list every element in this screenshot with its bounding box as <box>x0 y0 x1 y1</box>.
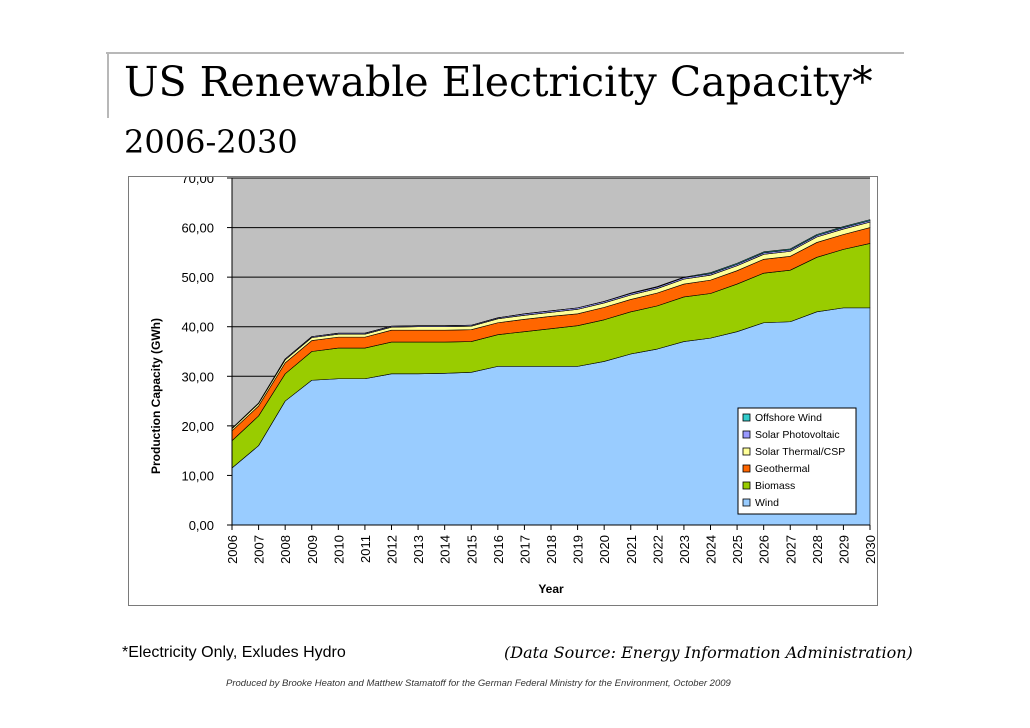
x-tick-label: 2025 <box>730 535 745 564</box>
x-tick-label: 2019 <box>571 535 586 564</box>
x-tick-label: 2009 <box>305 535 320 564</box>
x-tick-label: 2006 <box>225 535 240 564</box>
x-tick-label: 2020 <box>597 535 612 564</box>
x-tick-label: 2012 <box>385 535 400 564</box>
title-accent-line <box>107 52 109 118</box>
x-tick-label: 2026 <box>757 535 772 564</box>
legend-box <box>737 407 857 515</box>
y-tick-label: 20,00 <box>181 419 214 434</box>
data-areas <box>231 219 871 526</box>
x-tick-label: 2016 <box>491 535 506 564</box>
slide-subtitle: 2006-2030 <box>124 123 298 161</box>
x-tick-label: 2027 <box>783 535 798 564</box>
legend-label: Offshore Wind <box>755 412 822 424</box>
legend-swatch <box>742 430 751 439</box>
x-tick-label: 2030 <box>863 535 877 564</box>
stacked-area-chart: 0,0010,0020,0030,0040,0050,0060,0070,00 … <box>149 177 877 596</box>
y-tick-label: 0,00 <box>189 518 214 533</box>
area-offshore-wind <box>231 219 871 429</box>
x-tick-label: 2018 <box>544 535 559 564</box>
legend-swatch <box>742 413 751 422</box>
x-tick-labels: 2006 2007 2008 2009 2010 2011 2012 2013 2014 2015… <box>225 525 877 564</box>
x-tick-label: 2022 <box>650 535 665 564</box>
x-tick-label: 2008 <box>278 535 293 564</box>
data-source-note: (Data Source: Energy Information Adminis… <box>504 643 913 662</box>
x-tick-label: 2023 <box>677 535 692 564</box>
x-tick-label: 2015 <box>464 535 479 564</box>
legend-label: Solar Photovoltaic <box>755 429 840 441</box>
y-tick-label: 50,00 <box>181 270 214 285</box>
legend: Offshore Wind Solar Photovoltaic Solar The… <box>737 407 857 515</box>
y-tick-label: 40,00 <box>181 320 214 335</box>
x-tick-label: 2029 <box>836 535 851 564</box>
x-tick-label: 2007 <box>252 535 267 564</box>
legend-label: Wind <box>755 497 779 509</box>
footnote: *Electricity Only, Exludes Hydro <box>122 644 346 661</box>
legend-label: Solar Thermal/CSP <box>755 446 845 458</box>
slide-title: US Renewable Electricity Capacity* <box>124 58 873 106</box>
x-tick-label: 2013 <box>411 535 426 564</box>
x-tick-label: 2024 <box>704 535 719 564</box>
x-tick-label: 2028 <box>810 535 825 564</box>
legend-items: Offshore Wind Solar Photovoltaic Solar The… <box>742 412 845 509</box>
legend-label: Geothermal <box>755 463 810 475</box>
x-tick-label: 2021 <box>624 535 639 564</box>
y-tick-labels: 0,00 10,00 20,00 30,00 40,00 50,00 60,00 70,00 <box>181 177 232 533</box>
x-tick-label: 2011 <box>358 535 373 563</box>
legend-swatch <box>742 498 751 507</box>
x-axis-title: Year <box>538 582 564 596</box>
y-tick-label: 30,00 <box>181 369 214 384</box>
y-tick-label: 60,00 <box>181 221 214 236</box>
chart-frame: 0,00 10,00 20,00 30,00 40,00 50,00 60,00 70,00 … <box>128 176 878 606</box>
y-axis-title: Production Capacity (GWh) <box>149 318 163 474</box>
x-tick-label: 2010 <box>331 535 346 564</box>
y-tick-label: 10,00 <box>181 468 214 483</box>
title-divider-line <box>106 52 904 54</box>
production-credit: Produced by Brooke Heaton and Matthew St… <box>226 678 731 689</box>
legend-swatch <box>742 464 751 473</box>
y-tick-label: 70,00 <box>181 177 214 186</box>
legend-swatch <box>742 481 751 490</box>
x-tick-label: 2017 <box>517 535 532 564</box>
x-tick-label: 2014 <box>438 535 453 564</box>
legend-label: Biomass <box>755 480 795 492</box>
legend-swatch <box>742 447 751 456</box>
